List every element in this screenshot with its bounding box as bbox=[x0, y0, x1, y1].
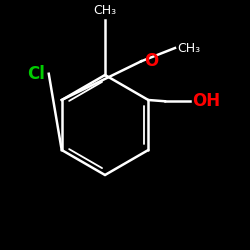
Text: CH₃: CH₃ bbox=[178, 42, 201, 54]
Text: CH₃: CH₃ bbox=[94, 4, 116, 18]
Text: OH: OH bbox=[192, 92, 221, 110]
Text: Cl: Cl bbox=[27, 65, 45, 83]
Text: O: O bbox=[144, 52, 158, 70]
